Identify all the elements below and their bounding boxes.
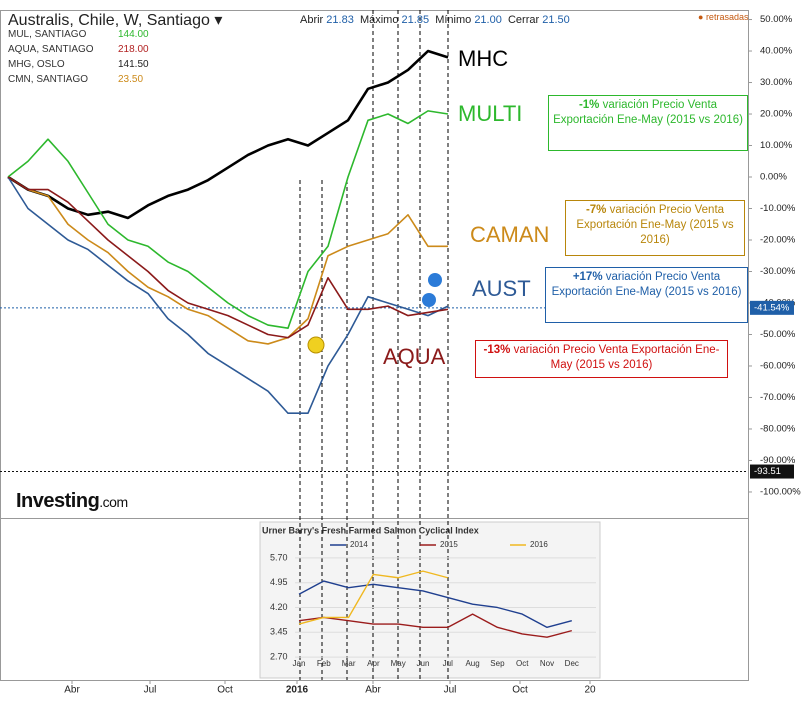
marker-label: -93.51 xyxy=(754,466,781,477)
y-tick-label: -30.00% xyxy=(760,266,796,277)
y-tick-label: 4.20 xyxy=(270,602,288,612)
x-tick-label: Oct xyxy=(512,685,528,696)
series-line xyxy=(7,176,448,345)
x-tick-label: Dec xyxy=(565,659,579,668)
y-tick-label: -60.00% xyxy=(760,360,796,371)
x-tick-label: 20 xyxy=(584,685,596,696)
inset-frame xyxy=(259,521,601,679)
x-tick-label: Jul xyxy=(444,685,457,696)
x-tick-label: Abr xyxy=(64,685,80,696)
quote-name: CMN, SANTIAGO xyxy=(8,74,89,85)
x-tick-label: Jul xyxy=(144,685,157,696)
legend-label: 2016 xyxy=(530,540,548,549)
annotation-text: variación Precio Venta Exportación Ene-M… xyxy=(551,271,742,298)
lower-frame xyxy=(0,518,749,681)
y-tick-label: 5.70 xyxy=(270,552,288,562)
event-lines xyxy=(299,10,449,680)
x-tick-label: Aug xyxy=(465,659,479,668)
y-tick-label: -90.00% xyxy=(760,455,796,466)
legend-label: 2015 xyxy=(440,540,458,549)
series-label: MHC xyxy=(458,46,508,71)
x-tick-label: Apr xyxy=(367,659,380,668)
x-tick-label: Jan xyxy=(293,659,306,668)
annotation-box: -13% variación Precio Venta Exportación … xyxy=(475,340,728,378)
annotation-text: variación Precio Venta Exportación Ene-M… xyxy=(553,99,743,126)
series-line xyxy=(7,176,449,415)
y-tick-label: 20.00% xyxy=(760,109,793,120)
event-icon xyxy=(428,273,442,287)
quote-name: AQUA, SANTIAGO xyxy=(8,44,94,55)
y-tick-label: 30.00% xyxy=(760,77,793,88)
series-line xyxy=(7,176,449,339)
x-tick-label: Abr xyxy=(365,685,381,696)
quote-value: 218.00 xyxy=(118,44,149,55)
annotation-box: -7% variación Precio Venta Exportación E… xyxy=(565,200,745,256)
x-tick-label: Nov xyxy=(540,659,554,668)
x-tick-label: Feb xyxy=(317,659,331,668)
x-tick-label: Mar xyxy=(342,659,356,668)
annotation-bold: -1% xyxy=(578,99,600,111)
x-tick-label: 2016 xyxy=(286,685,309,696)
quote-value: 141.50 xyxy=(118,59,149,70)
legend-label: 2014 xyxy=(350,540,368,549)
quote-row: MHG, OSLO 141.50 xyxy=(8,59,149,70)
y-tick-label: -20.00% xyxy=(760,235,796,246)
y-tick-label: 4.95 xyxy=(270,577,288,587)
series-label: MULTI xyxy=(458,101,522,126)
ohlc: Abrir 21.83 Máximo 21.85 Mínimo 21.00 Ce… xyxy=(300,14,570,26)
inset-title: Urner Barry's Fresh Farmed Salmon Cyclic… xyxy=(262,525,479,535)
event-icon xyxy=(422,293,436,307)
y-tick-label: -50.00% xyxy=(760,329,796,340)
marker-badge xyxy=(750,300,794,315)
quote-name: MUL, SANTIAGO xyxy=(8,29,87,40)
series-line xyxy=(298,580,572,629)
series-line xyxy=(298,613,572,638)
series-line xyxy=(7,110,449,329)
quote-value: 23.50 xyxy=(118,74,144,85)
marker-badge xyxy=(750,464,794,479)
title: Australis, Chile, W, Santiago ▾ xyxy=(8,12,223,29)
quote-row: AQUA, SANTIAGO 218.00 xyxy=(8,44,149,55)
y-tick-label: 0.00% xyxy=(760,172,787,183)
quote-row: CMN, SANTIAGO 23.50 xyxy=(8,74,143,85)
x-tick-label: Jul xyxy=(443,659,453,668)
annotation-box: -1% variación Precio Venta Exportación E… xyxy=(548,95,748,151)
annotation-bold: -7% xyxy=(585,204,607,216)
x-tick-label: Sep xyxy=(490,659,505,668)
quote-row: MUL, SANTIAGO 144.00 xyxy=(8,29,149,40)
annotation-text: variación Precio Venta Exportación Ene-M… xyxy=(576,204,734,246)
x-tick-label: Oct xyxy=(516,659,529,668)
y-tick-label: 40.00% xyxy=(760,46,793,57)
x-tick-label: Jun xyxy=(417,659,430,668)
series-label: AUST xyxy=(472,276,531,301)
y-tick-label: 2.70 xyxy=(270,651,288,661)
series-label: CAMAN xyxy=(470,222,549,247)
marker-label: -41.54% xyxy=(754,302,790,313)
series-line xyxy=(298,570,448,625)
quote-name: MHG, OSLO xyxy=(8,59,65,70)
y-tick-label: -10.00% xyxy=(760,203,796,214)
y-tick-label: -70.00% xyxy=(760,392,796,403)
annotation-box: +17% variación Precio Venta Exportación … xyxy=(545,267,748,323)
annotation-bold: -13% xyxy=(483,344,511,356)
status: ● retrasadas xyxy=(698,12,749,22)
annotation-text: variación Precio Venta Exportación Ene-M… xyxy=(510,344,720,371)
y-tick-label: -80.00% xyxy=(760,423,796,434)
y-tick-label: 10.00% xyxy=(760,140,793,151)
annotation-bold: +17% xyxy=(572,271,603,283)
y-tick-label: 50.00% xyxy=(760,14,793,25)
x-tick-label: May xyxy=(391,659,406,668)
series-label: AQUA xyxy=(383,344,446,369)
quote-value: 144.00 xyxy=(118,29,149,40)
series-line xyxy=(7,49,449,220)
y-tick-label: 3.45 xyxy=(270,627,288,637)
logo: Investing.com xyxy=(16,490,128,512)
y-tick-label: -100.00% xyxy=(760,486,801,497)
x-tick-label: Oct xyxy=(217,685,233,696)
event-icon xyxy=(307,336,325,354)
